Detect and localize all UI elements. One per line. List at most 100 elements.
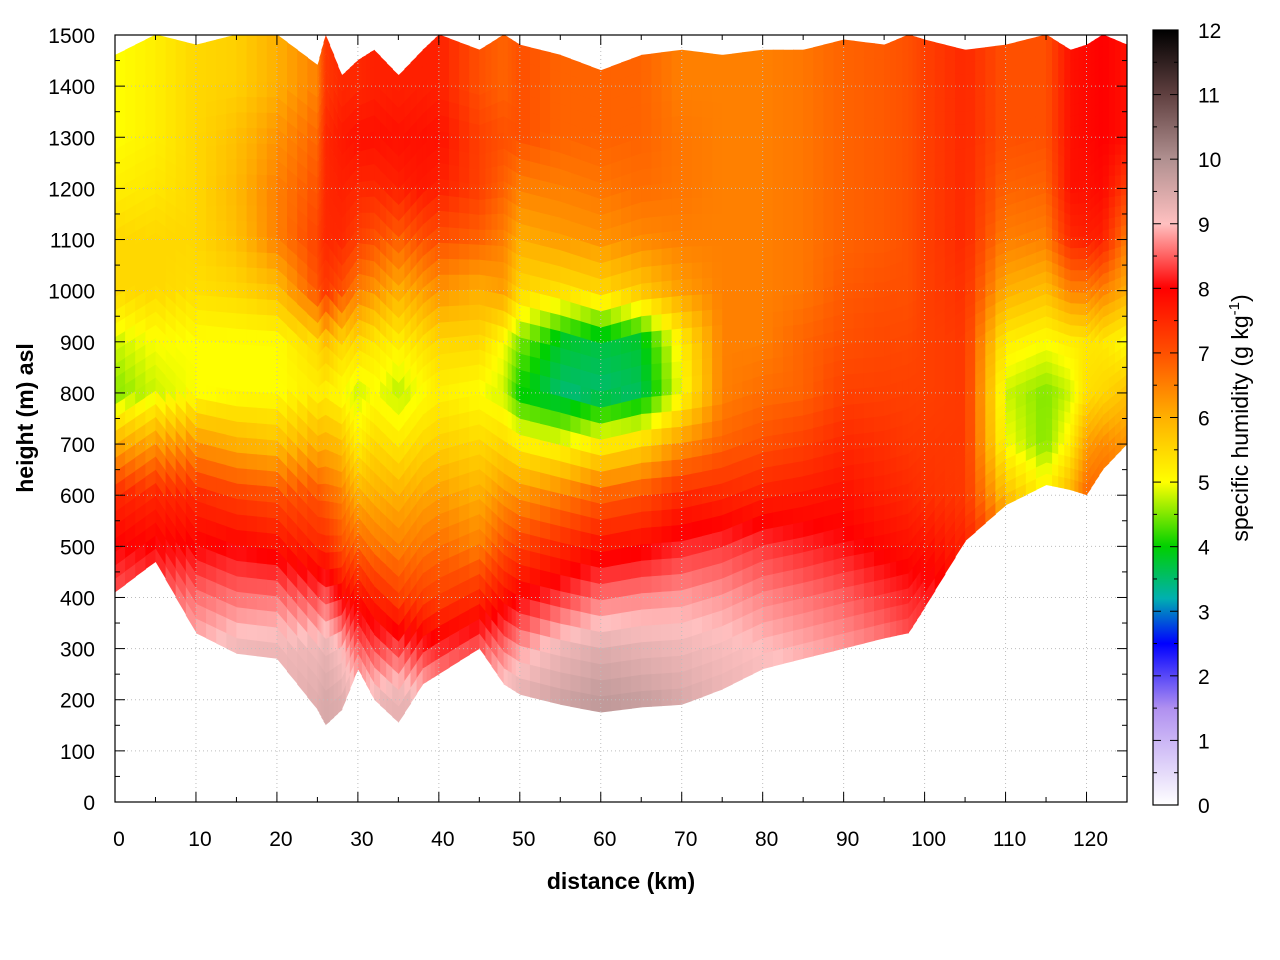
humidity-cell [600,436,612,456]
humidity-cell [438,557,450,579]
humidity-cell [681,327,693,345]
humidity-cell [515,415,521,435]
humidity-cell [610,321,622,341]
humidity-cell [590,597,602,617]
humidity-cell [449,537,460,558]
humidity-cell [416,588,424,615]
humidity-cell [287,655,298,685]
humidity-cell [782,462,794,480]
humidity-cell [631,429,642,449]
humidity-cell [590,114,602,135]
humidity-cell [1005,293,1017,310]
humidity-cell [908,64,914,81]
humidity-cell [1035,259,1047,276]
humidity-cell [422,665,428,685]
humidity-cell [1082,78,1088,92]
humidity-cell [361,598,367,622]
humidity-cell [912,445,918,465]
humidity-cell [1064,123,1071,139]
humidity-cell [752,544,764,566]
humidity-cell [985,92,996,108]
humidity-cell [631,348,642,368]
humidity-cell [321,466,325,485]
humidity-cell [386,305,393,329]
humidity-cell [479,229,486,246]
humidity-cell [890,337,897,355]
humidity-cell [843,464,855,482]
humidity-cell [782,309,794,327]
humidity-cell [485,504,493,527]
humidity-cell [782,171,794,189]
humidity-cell [459,289,470,306]
humidity-cell [341,87,347,108]
humidity-cell [793,308,804,326]
humidity-cell [438,384,450,403]
humidity-cell [610,353,622,373]
humidity-cell [333,203,339,228]
humidity-cell [884,116,891,135]
humidity-cell [1078,157,1084,171]
humidity-cell [1086,86,1092,102]
humidity-cell [661,247,673,266]
humidity-cell [366,306,371,325]
humidity-cell [206,175,217,192]
humidity-cell [515,90,521,111]
humidity-cell [337,340,343,362]
humidity-cell [370,308,375,327]
humidity-cell [511,88,517,108]
humidity-cell [1046,394,1053,408]
humidity-cell [902,213,909,232]
humidity-cell [752,297,764,317]
humidity-cell [374,163,381,187]
humidity-cell [793,475,804,494]
humidity-cell [165,158,177,180]
humidity-cell [503,294,509,314]
humidity-cell [908,49,914,66]
humidity-cell [902,528,909,545]
humidity-cell [196,515,207,535]
humidity-cell [843,524,855,543]
humidity-cell [380,234,387,258]
humidity-cell [206,533,217,553]
humidity-cell [631,283,642,303]
humidity-cell [590,98,602,119]
humidity-cell [497,372,505,393]
humidity-cell [370,292,375,311]
humidity-cell [438,431,450,451]
humidity-cell [934,388,946,413]
humidity-cell [874,504,885,522]
humidity-cell [1074,158,1079,171]
humidity-cell [507,475,513,495]
humidity-cell [912,299,918,317]
humidity-cell [902,363,909,381]
humidity-cell [357,227,363,244]
humidity-cell [206,145,217,162]
humidity-cell [1074,80,1079,94]
humidity-cell [307,329,318,356]
humidity-cell [380,640,387,663]
humidity-cell [912,517,918,539]
humidity-cell [1046,113,1053,129]
humidity-cell [580,530,592,550]
humidity-cell [833,602,845,621]
humidity-cell [813,348,824,368]
humidity-cell [1082,280,1088,293]
humidity-cell [874,43,885,61]
humidity-cell [345,595,351,622]
humidity-cell [321,381,325,401]
humidity-cell [580,159,592,180]
humidity-cell [995,56,1007,70]
humidity-cell [370,627,375,651]
humidity-cell [912,109,918,125]
humidity-cell [416,461,424,487]
humidity-cell [353,622,359,649]
humidity-cell [236,111,248,128]
humidity-cell [843,297,855,314]
humidity-cell [459,73,470,93]
humidity-cell [560,54,571,76]
humidity-cell [752,235,764,254]
humidity-cell [863,625,875,644]
humidity-cell [631,674,642,693]
humidity-cell [115,49,126,69]
humidity-cell [782,553,794,572]
